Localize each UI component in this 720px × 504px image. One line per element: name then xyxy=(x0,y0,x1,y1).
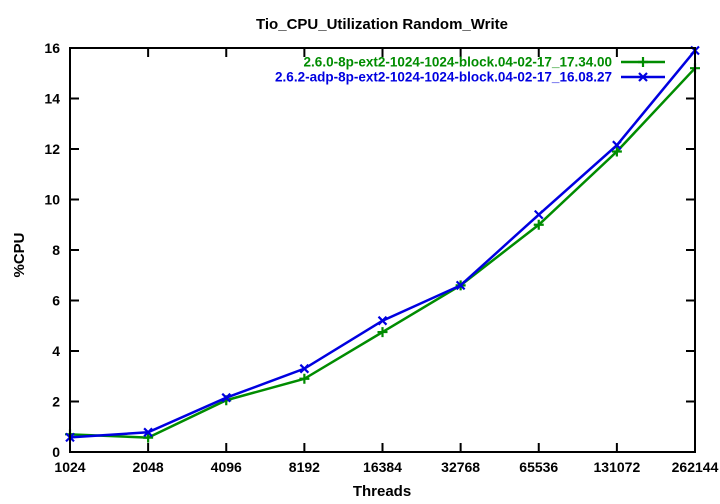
x-tick-label: 8192 xyxy=(289,459,320,475)
legend: 2.6.0-8p-ext2-1024-1024-block.04-02-17_1… xyxy=(275,55,665,85)
series-line-0 xyxy=(69,67,696,439)
legend-entry-0: 2.6.0-8p-ext2-1024-1024-block.04-02-17_1… xyxy=(304,55,665,70)
x-tick-label: 131072 xyxy=(594,459,641,475)
y-tick-label: 12 xyxy=(44,141,60,157)
x-axis-label: Threads xyxy=(353,483,411,500)
x-tick-label: 1024 xyxy=(54,459,85,475)
x-tick-label: 65536 xyxy=(519,459,558,475)
series-line-1 xyxy=(69,49,696,439)
plot-border xyxy=(69,47,696,453)
chart-title: Tio_CPU_Utilization Random_Write xyxy=(256,16,508,33)
y-axis-label: %CPU xyxy=(11,232,28,277)
x-tick-label: 16384 xyxy=(363,459,402,475)
legend-plus-marker-icon xyxy=(638,57,648,67)
data-series xyxy=(65,45,700,443)
axis-ticks: 1024 2048 4096 8192 16384 32768 65536 131072 262… xyxy=(44,40,718,475)
y-tick-label: 14 xyxy=(44,91,60,107)
series-0-plus-markers xyxy=(65,63,700,443)
y-tick-label: 16 xyxy=(44,40,60,56)
x-tick-label: 4096 xyxy=(211,459,242,475)
y-tick-label: 6 xyxy=(52,293,60,309)
y-tick-label: 8 xyxy=(52,242,60,258)
x-tick-label: 32768 xyxy=(441,459,480,475)
series-1-x-markers xyxy=(65,45,700,443)
legend-label-series-1: 2.6.2-adp-8p-ext2-1024-1024-block.04-02-… xyxy=(275,70,612,85)
y-tick-label: 0 xyxy=(52,444,60,460)
legend-x-marker-icon xyxy=(638,72,648,82)
legend-entry-1: 2.6.2-adp-8p-ext2-1024-1024-block.04-02-… xyxy=(275,70,665,85)
legend-label-series-0: 2.6.0-8p-ext2-1024-1024-block.04-02-17_1… xyxy=(304,55,612,70)
x-tick-label: 2048 xyxy=(133,459,164,475)
y-tick-label: 4 xyxy=(52,343,60,359)
y-tick-label: 10 xyxy=(44,192,60,208)
x-tick-label: 262144 xyxy=(672,459,719,475)
y-tick-label: 2 xyxy=(52,394,60,410)
